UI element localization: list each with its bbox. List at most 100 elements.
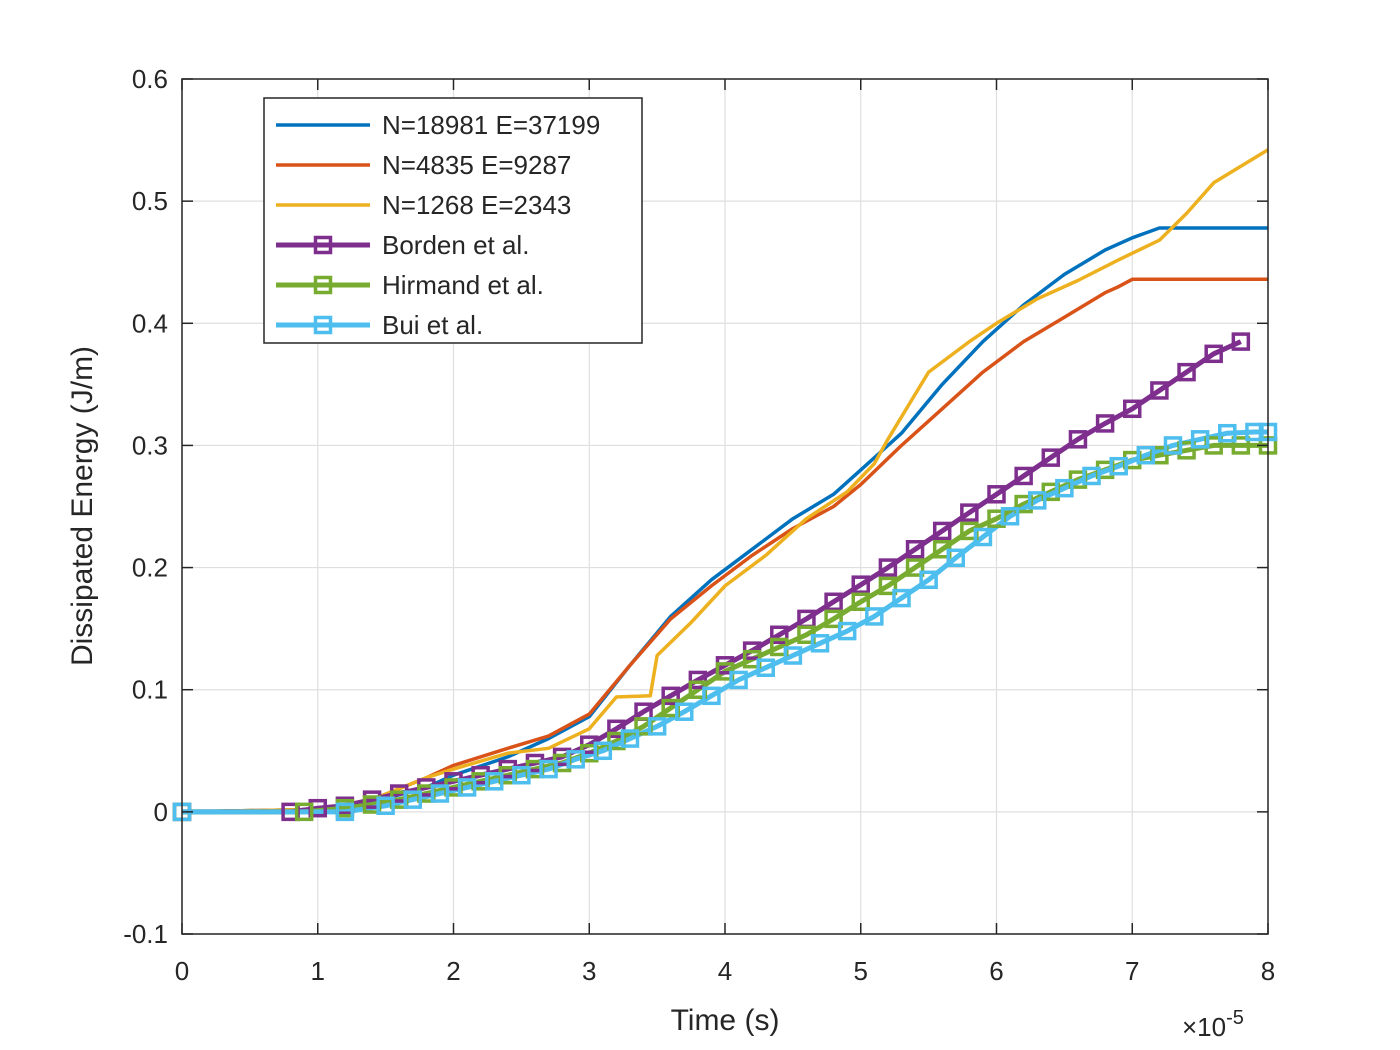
data-point-borden-et-al — [824, 592, 843, 612]
data-point-bui-et-al — [892, 588, 911, 608]
x-tick-label: 6 — [989, 956, 1003, 986]
legend-item-n-1268-e-2343: N=1268 E=2343 — [276, 190, 571, 220]
legend-label: Borden et al. — [382, 230, 529, 260]
axis-ticks — [181, 78, 1269, 935]
data-point-bui-et-al — [837, 621, 857, 641]
data-point-borden-et-al — [960, 503, 979, 522]
y-tick-label: 0.4 — [132, 308, 168, 338]
legend-item-hirmand-et-al: Hirmand et al. — [276, 270, 544, 300]
legend-item-n-18981-e-37199: N=18981 E=37199 — [276, 110, 600, 140]
data-point-bui-et-al — [1163, 436, 1183, 455]
series-line-n-4835-e-9287 — [181, 277, 1268, 814]
data-point-bui-et-al — [1000, 507, 1020, 526]
series-line-n-1268-e-2343 — [181, 148, 1269, 814]
x-exponent-base: ×10 — [1182, 1012, 1226, 1042]
data-point-bui-et-al — [539, 759, 558, 779]
data-point-bui-et-al — [810, 634, 830, 653]
data-point-borden-et-al — [1231, 332, 1251, 351]
legend-label: Bui et al. — [382, 310, 483, 340]
data-point-hirmand-et-al — [1231, 436, 1251, 455]
legend-label: Hirmand et al. — [382, 270, 544, 300]
data-point-bui-et-al — [1136, 445, 1156, 465]
data-point-bui-et-al — [512, 765, 531, 785]
data-point-borden-et-al — [1123, 399, 1142, 419]
y-tick-labels: -0.1 0 0.1 0.2 0.3 0.4 0.5 0.6 — [123, 64, 168, 949]
data-point-bui-et-al — [756, 658, 775, 677]
series-markers — [172, 332, 1278, 822]
y-tick-label: -0.1 — [123, 919, 168, 949]
data-point-bui-et-al — [919, 570, 938, 590]
data-point-bui-et-al — [973, 527, 993, 547]
data-point-borden-et-al — [607, 719, 626, 739]
legend-label: N=4835 E=9287 — [382, 150, 571, 180]
x-tick-label: 4 — [718, 956, 732, 986]
data-point-borden-et-al — [688, 670, 708, 690]
data-point-borden-et-al — [1204, 344, 1223, 364]
legend-item-n-4835-e-9287: N=4835 E=9287 — [276, 150, 571, 180]
x-tick-label: 8 — [1261, 956, 1275, 986]
data-point-borden-et-al — [1095, 414, 1115, 433]
data-point-bui-et-al — [457, 778, 477, 797]
data-point-bui-et-al — [1190, 430, 1210, 449]
data-point-bui-et-al — [1027, 491, 1047, 510]
x-tick-label: 5 — [854, 956, 868, 986]
y-tick-label: 0.5 — [132, 186, 168, 216]
data-point-hirmand-et-al — [824, 609, 843, 629]
data-point-hirmand-et-al — [851, 592, 870, 612]
data-point-bui-et-al — [865, 607, 884, 626]
data-point-bui-et-al — [403, 790, 423, 809]
x-tick-label: 0 — [175, 956, 189, 986]
x-exponent-power: -5 — [1226, 1007, 1244, 1029]
y-tick-label: 0.1 — [132, 675, 168, 705]
data-point-bui-et-al — [783, 646, 803, 665]
data-point-borden-et-al — [770, 625, 789, 644]
data-point-bui-et-al — [946, 548, 966, 568]
x-tick-label: 2 — [446, 956, 460, 986]
data-point-borden-et-al — [878, 558, 898, 577]
data-point-bui-et-al — [1109, 456, 1128, 476]
data-point-borden-et-al — [851, 575, 870, 594]
data-point-bui-et-al — [647, 717, 667, 736]
data-point-hirmand-et-al — [905, 558, 925, 577]
legend-marker — [313, 275, 333, 295]
legend-items: N=18981 E=37199 N=4835 E=9287 N=1268 E=234… — [276, 110, 600, 340]
data-point-bui-et-al — [620, 729, 640, 748]
data-point-hirmand-et-al — [294, 802, 314, 822]
data-point-borden-et-al — [1150, 381, 1169, 400]
legend-box — [263, 97, 643, 344]
data-point-bui-et-al — [1218, 423, 1237, 443]
x-exponent-label: ×10-5 — [1182, 1007, 1244, 1042]
y-tick-label: 0.6 — [132, 64, 168, 94]
x-tick-label: 1 — [311, 956, 325, 986]
data-point-borden-et-al — [1068, 430, 1088, 449]
data-point-bui-et-al — [702, 686, 721, 706]
data-point-bui-et-al — [729, 670, 748, 690]
data-point-bui-et-al — [593, 741, 613, 761]
legend-label: N=1268 E=2343 — [382, 190, 571, 220]
x-tick-label: 3 — [582, 956, 596, 986]
data-point-borden-et-al — [932, 521, 952, 541]
data-point-bui-et-al — [484, 772, 504, 791]
x-tick-label: 7 — [1125, 956, 1139, 986]
data-point-bui-et-al — [430, 784, 450, 803]
data-point-borden-et-al — [987, 485, 1006, 504]
legend-label: N=18981 E=37199 — [382, 110, 600, 140]
data-point-borden-et-al — [905, 540, 925, 559]
data-point-bui-et-al — [1055, 478, 1074, 498]
y-axis-label: Dissipated Energy (J/m) — [66, 346, 99, 666]
legend-item-bui-et-al: Bui et al. — [276, 310, 483, 340]
data-point-bui-et-al — [1082, 466, 1101, 486]
data-point-borden-et-al — [1177, 362, 1196, 382]
legend-marker — [313, 315, 333, 335]
data-point-borden-et-al — [1041, 448, 1061, 467]
y-tick-label: 0.2 — [132, 553, 168, 583]
data-point-bui-et-al — [335, 802, 355, 822]
y-tick-label: 0 — [154, 797, 168, 827]
data-point-bui-et-al — [566, 750, 585, 769]
data-point-borden-et-al — [661, 686, 680, 706]
legend-item-borden-et-al: Borden et al. — [276, 230, 529, 260]
data-point-bui-et-al — [675, 702, 694, 721]
x-axis-label: Time (s) — [671, 1004, 780, 1037]
data-point-borden-et-al — [1014, 466, 1033, 486]
